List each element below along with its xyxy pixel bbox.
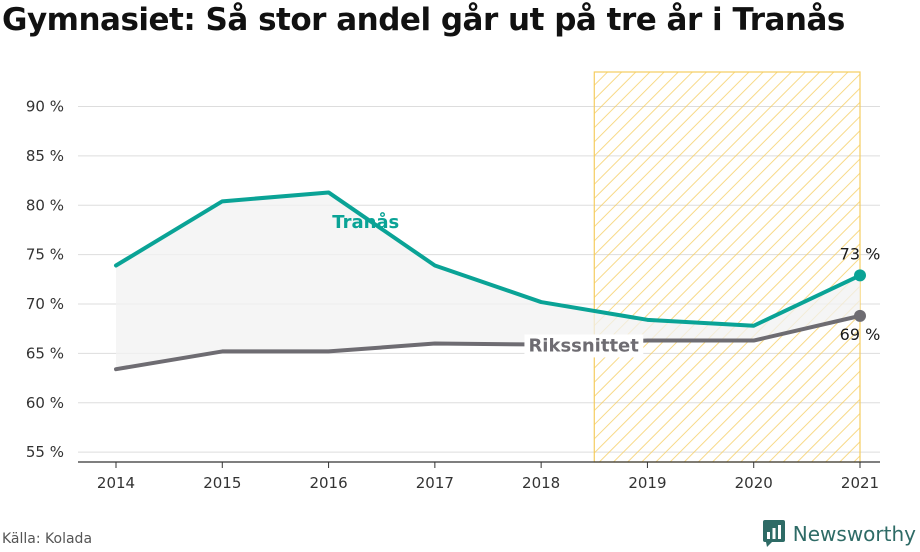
x-tick-label: 2018 <box>522 474 560 492</box>
series-name-label: Rikssnittet <box>528 335 639 356</box>
x-tick-label: 2019 <box>628 474 666 492</box>
newsworthy-icon <box>762 520 785 547</box>
y-tick-label: 60 % <box>26 394 64 412</box>
end-point-marker <box>854 309 866 322</box>
brand-name: Newsworthy <box>792 522 916 546</box>
chart-title: Gymnasiet: Så stor andel går ut på tre å… <box>2 2 845 38</box>
x-tick-label: 2016 <box>309 474 347 492</box>
y-tick-label: 65 % <box>26 344 64 362</box>
y-tick-label: 70 % <box>26 295 64 313</box>
y-tick-label: 90 % <box>26 98 64 116</box>
x-tick-label: 2021 <box>841 474 879 492</box>
y-tick-label: 80 % <box>26 196 64 214</box>
x-tick-label: 2017 <box>416 474 454 492</box>
x-tick-label: 2014 <box>97 474 135 492</box>
series-line-tranas <box>114 190 862 328</box>
series-name-label-bg <box>524 334 644 358</box>
x-tick-label: 2020 <box>735 474 773 492</box>
y-tick-label: 75 % <box>26 246 64 264</box>
end-value-label: 73 % <box>840 244 881 263</box>
end-point-marker <box>854 269 866 282</box>
x-tick-label: 2015 <box>203 474 241 492</box>
highlight-region <box>594 72 860 462</box>
end-value-label: 69 % <box>840 325 881 344</box>
gap-area <box>116 192 860 370</box>
brand-logo: Newsworthy <box>762 520 916 548</box>
y-tick-label: 85 % <box>26 147 64 165</box>
series-name-label: Tranås <box>332 211 399 233</box>
y-tick-label: 55 % <box>26 443 64 461</box>
source-note: Källa: Kolada <box>2 531 93 547</box>
series-line-rikssnittet <box>114 313 862 372</box>
